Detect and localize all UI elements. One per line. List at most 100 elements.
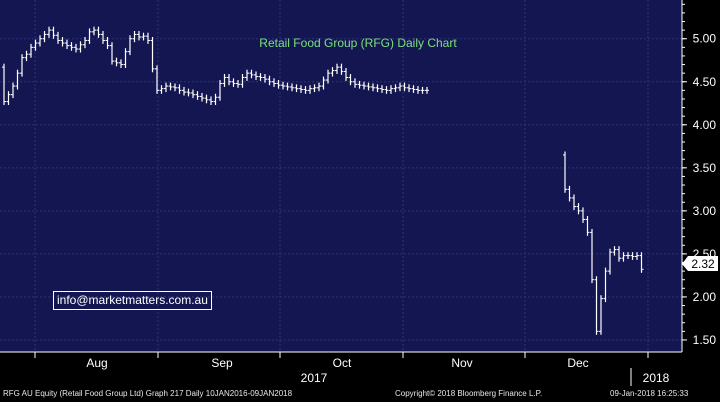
price-bar	[245, 69, 249, 81]
price-bar	[240, 74, 245, 88]
price-bar	[177, 84, 182, 94]
y-tick-label: 5.00	[693, 32, 717, 46]
price-bar	[155, 65, 159, 94]
price-bar	[267, 75, 272, 86]
price-bar	[389, 85, 393, 94]
price-bar	[576, 203, 581, 215]
y-tick-label: 1.50	[693, 333, 717, 347]
price-bar	[308, 85, 312, 94]
price-bar	[137, 30, 141, 41]
email-annotation: info@marketmatters.com.au	[53, 291, 212, 310]
price-bar	[420, 86, 425, 94]
price-bar	[231, 78, 236, 87]
last-price-marker: 2.32	[682, 256, 718, 271]
price-bar	[635, 252, 639, 260]
price-bar	[150, 37, 155, 73]
price-bar	[258, 73, 263, 81]
price-bar	[335, 63, 339, 75]
price-bar	[20, 54, 24, 77]
price-bar	[563, 151, 567, 193]
price-bar	[29, 43, 33, 58]
price-bar	[357, 80, 362, 89]
price-bar	[11, 82, 15, 99]
price-bar	[209, 96, 213, 105]
price-bar	[254, 71, 258, 81]
price-bar	[599, 295, 603, 335]
price-bar	[380, 85, 384, 93]
price-bar	[222, 74, 227, 87]
price-bar	[339, 63, 344, 75]
price-bar	[402, 82, 407, 92]
last-price-label: 2.32	[691, 257, 715, 271]
price-bar	[87, 28, 92, 44]
axis-panel	[682, 0, 720, 387]
price-bar	[276, 80, 281, 89]
price-bar	[639, 252, 644, 273]
price-bar	[168, 82, 173, 91]
y-tick-label: 4.00	[693, 118, 717, 132]
price-bar	[281, 81, 285, 90]
price-bar	[594, 276, 599, 335]
price-bar	[330, 67, 335, 77]
price-bar	[182, 86, 186, 96]
price-bar	[272, 78, 276, 87]
price-bar	[78, 41, 83, 53]
price-bar	[56, 31, 60, 44]
price-bar	[612, 246, 617, 256]
price-bar	[249, 69, 254, 79]
price-bar	[74, 43, 78, 53]
price-bar	[60, 37, 65, 47]
price-bar	[617, 246, 621, 262]
x-tick-label: Nov	[451, 356, 472, 370]
price-bar	[572, 194, 576, 210]
y-tick-label: 2.00	[693, 290, 717, 304]
price-bar	[173, 83, 177, 92]
plot-area	[0, 0, 682, 352]
price-bar	[146, 32, 150, 44]
price-bar	[69, 42, 74, 51]
price-bar	[51, 26, 56, 39]
year-label: 2018	[643, 371, 670, 385]
price-bar	[303, 86, 308, 94]
price-bar	[33, 39, 38, 51]
price-bar	[38, 35, 42, 47]
price-bar	[195, 91, 200, 100]
price-bar	[101, 30, 105, 44]
footer-right: 09-Jan-2018 16:25:33	[610, 389, 689, 398]
price-bar	[585, 216, 590, 236]
price-bar	[236, 80, 240, 88]
price-bar	[384, 86, 389, 94]
price-bar	[159, 85, 164, 94]
price-bar	[621, 252, 626, 262]
price-bar	[263, 74, 267, 83]
price-bar	[371, 83, 375, 92]
x-tick-label: Aug	[86, 356, 107, 370]
price-bar	[393, 84, 398, 93]
price-bar	[362, 81, 366, 90]
price-bar	[590, 228, 594, 284]
price-bar	[191, 89, 195, 99]
price-bar	[6, 91, 11, 105]
price-bar	[299, 85, 303, 93]
grid	[0, 0, 682, 352]
price-bar	[626, 252, 630, 260]
x-tick-label: Oct	[333, 356, 352, 370]
price-bar	[204, 94, 209, 104]
price-bar	[416, 86, 420, 94]
price-bar	[119, 59, 123, 68]
price-bar	[567, 185, 572, 202]
price-bar	[348, 74, 353, 86]
price-bar	[96, 26, 101, 38]
price-bar	[114, 57, 119, 67]
y-tick-label: 3.50	[693, 161, 717, 175]
price-bar	[2, 63, 6, 105]
price-bar	[353, 78, 357, 88]
price-bar	[110, 42, 114, 65]
price-bar	[213, 93, 218, 105]
year-label: 2017	[301, 371, 328, 385]
x-tick-label: Sep	[211, 356, 233, 370]
price-bar	[375, 84, 380, 93]
price-bar	[294, 84, 299, 93]
x-tick-label: Dec	[567, 356, 588, 370]
price-bars	[2, 26, 644, 335]
